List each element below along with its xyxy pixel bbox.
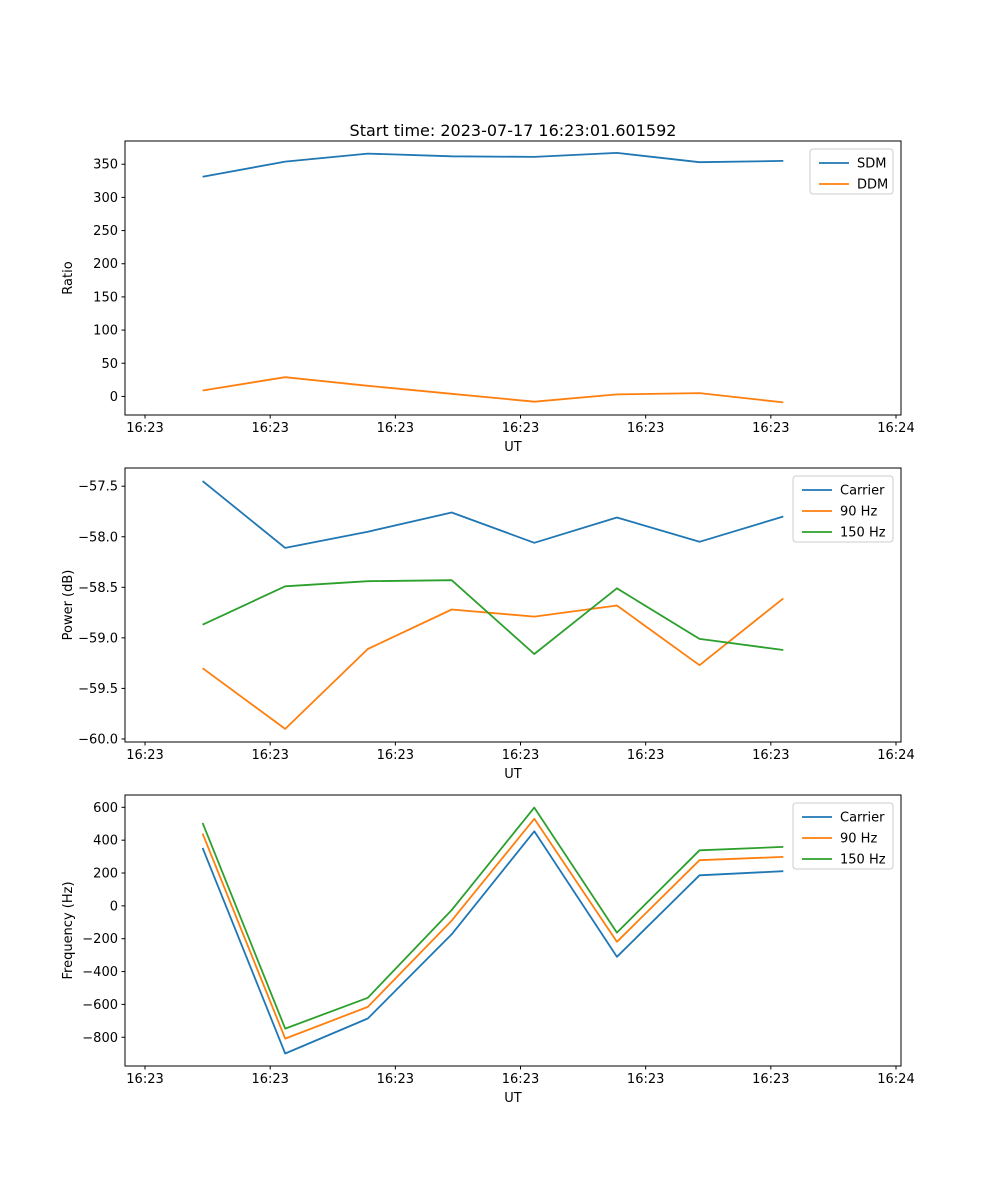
x-tick-label: 16:23 <box>126 421 163 436</box>
series-line-90-hz <box>201 817 784 1040</box>
y-tick-label: 100 <box>93 324 118 339</box>
subplot-2: 16:23 16:23 16:23 16:23 16:23 16:23 16:24 −60.0… <box>61 467 915 782</box>
x-axis-label: UT <box>504 1091 522 1106</box>
x-tick-label: 16:23 <box>627 421 664 436</box>
y-tick-label: −59.0 <box>78 631 118 646</box>
legend: SDM DDM <box>809 148 894 195</box>
y-tick-label: 200 <box>93 867 118 882</box>
y-tick-label: −600 <box>82 998 118 1013</box>
axes-frame <box>124 140 902 416</box>
x-tick-label: 16:23 <box>251 748 288 763</box>
axes-frame <box>124 794 902 1067</box>
x-tick-label: 16:23 <box>126 748 163 763</box>
x-tick-label: 16:23 <box>377 1072 414 1087</box>
legend-box <box>809 148 894 195</box>
x-tick-label: 16:23 <box>627 1072 664 1087</box>
x-tick-label: 16:23 <box>502 748 539 763</box>
y-tick-label: −59.5 <box>78 682 118 697</box>
y-tick-label: 600 <box>93 801 118 816</box>
x-axis-label: UT <box>504 767 522 782</box>
y-tick-label: −400 <box>82 965 118 980</box>
legend-label-sdm: SDM <box>857 157 886 172</box>
y-tick-label: −200 <box>82 932 118 947</box>
x-tick-label: 16:23 <box>126 1072 163 1087</box>
y-tick-label: 350 <box>93 158 118 173</box>
series-line-carrier <box>201 830 784 1055</box>
series-line-ddm <box>202 376 784 404</box>
y-tick-label: −57.5 <box>78 480 118 495</box>
legend-label-carrier: Carrier <box>840 484 885 499</box>
legend-label-150-hz: 150 Hz <box>840 853 886 868</box>
y-tick-label: 0 <box>110 899 118 914</box>
x-tick-label: 16:23 <box>377 421 414 436</box>
figure-title: Start time: 2023-07-17 16:23:01.601592 <box>349 121 677 140</box>
legend: Carrier 90 Hz 150 Hz <box>792 802 894 870</box>
y-axis-label: Ratio <box>61 261 76 294</box>
legend-box <box>792 475 894 543</box>
x-tick-label: 16:23 <box>627 748 664 763</box>
y-axis-label: Power (dB) <box>61 570 76 641</box>
series-line-carrier <box>202 480 784 549</box>
x-tick-label: 16:23 <box>752 1072 789 1087</box>
legend-label-carrier: Carrier <box>840 811 885 826</box>
y-tick-label: −800 <box>82 1031 118 1046</box>
y-tick-label: 300 <box>93 191 118 206</box>
x-tick-label: 16:23 <box>502 1072 539 1087</box>
y-tick-label: 150 <box>93 290 118 305</box>
legend-box <box>792 802 894 870</box>
x-tick-label: 16:24 <box>877 421 914 436</box>
legend-label-90-hz: 90 Hz <box>840 505 877 520</box>
y-tick-label: 250 <box>93 224 118 239</box>
y-axis-label: Frequency (Hz) <box>61 881 76 979</box>
subplot-3: 16:23 16:23 16:23 16:23 16:23 16:23 16:24 −800 −… <box>61 794 915 1106</box>
x-tick-label: 16:23 <box>377 748 414 763</box>
y-tick-label: 50 <box>101 357 118 372</box>
y-tick-label: 0 <box>110 390 118 405</box>
y-tick-label: −58.0 <box>78 530 118 545</box>
y-tick-label: −58.5 <box>78 581 118 596</box>
legend: Carrier 90 Hz 150 Hz <box>792 475 894 543</box>
y-tick-label: 400 <box>93 834 118 849</box>
legend-label-90-hz: 90 Hz <box>840 832 877 847</box>
x-tick-label: 16:23 <box>752 421 789 436</box>
y-tick-label: −60.0 <box>78 732 118 747</box>
series-line-150-hz <box>202 579 784 655</box>
x-tick-label: 16:23 <box>251 1072 288 1087</box>
x-tick-label: 16:23 <box>251 421 288 436</box>
x-tick-label: 16:23 <box>752 748 789 763</box>
series-line-150-hz <box>201 806 784 1030</box>
x-tick-label: 16:23 <box>502 421 539 436</box>
x-tick-label: 16:24 <box>877 748 914 763</box>
legend-label-ddm: DDM <box>857 178 888 193</box>
subplot-1: 16:23 16:23 16:23 16:23 16:23 16:23 16:24 0 50 10… <box>61 140 915 455</box>
series-line-sdm <box>202 151 784 178</box>
legend-label-150-hz: 150 Hz <box>840 526 886 541</box>
x-tick-label: 16:24 <box>877 1072 914 1087</box>
y-tick-label: 200 <box>93 257 118 272</box>
series-line-90-hz <box>202 597 784 730</box>
x-axis-label: UT <box>504 440 522 455</box>
axes-frame <box>124 467 902 743</box>
